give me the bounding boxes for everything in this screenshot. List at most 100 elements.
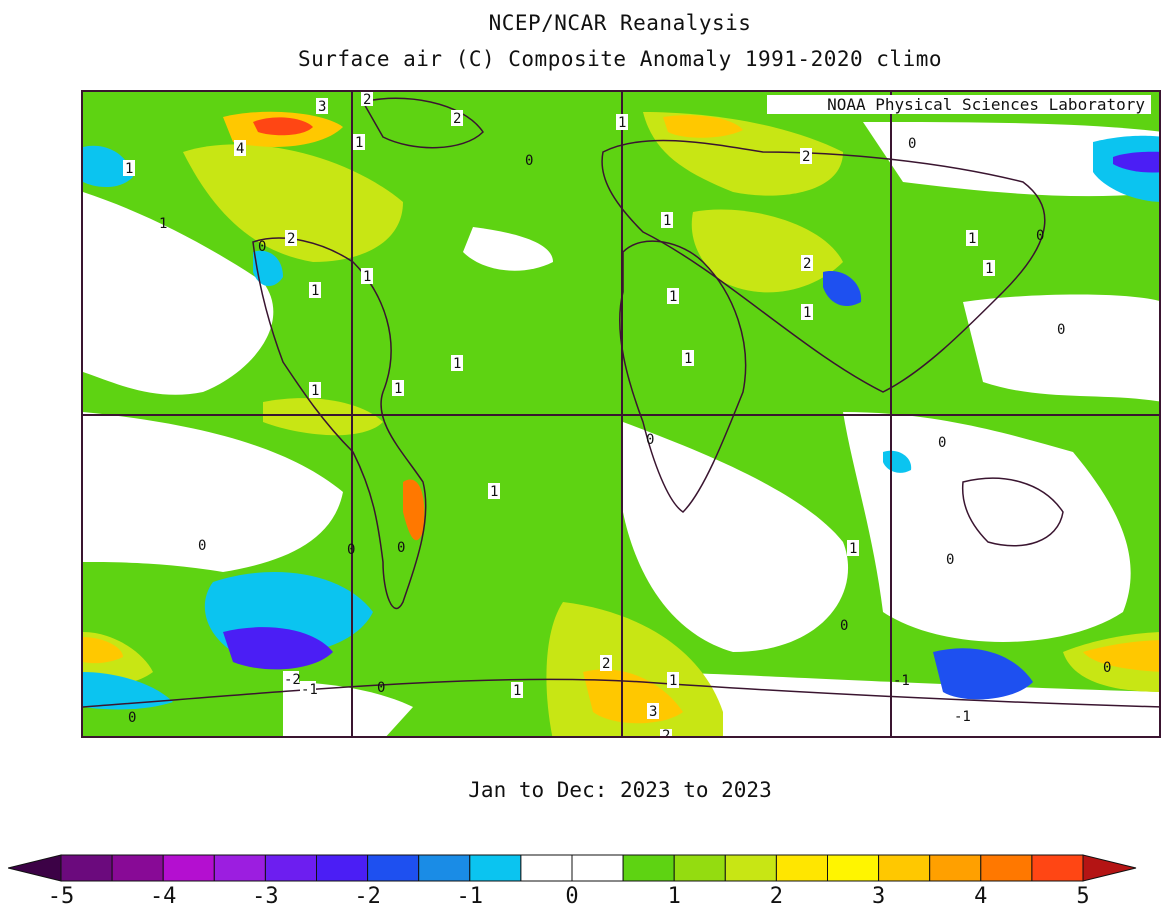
warm-anomaly-southeast-pacific (1083, 640, 1159, 672)
label-box (285, 230, 297, 246)
colorbar-swatch (316, 854, 369, 882)
colorbar-ticks: -5 -4 -3 -2 -1 0 1 2 3 4 5 (48, 884, 1090, 909)
contour-label: 1 (490, 484, 498, 500)
positive-zone-canada (183, 144, 403, 262)
australia-coastline (961, 477, 1064, 547)
colorbar-tick-label: 3 (872, 884, 885, 909)
positive-zone-antarctic-peninsula (546, 602, 723, 736)
label-box (600, 655, 612, 671)
contour-label: 0 (908, 136, 916, 152)
contour-label: 1 (453, 356, 461, 372)
contour-label: 0 (128, 710, 136, 726)
contour-label: 4 (236, 141, 244, 157)
contour-label: 0 (198, 538, 206, 554)
contour-label: 0 (525, 153, 533, 169)
americas-coastline (252, 237, 427, 610)
colorbar-swatch (827, 854, 880, 882)
credit-label: NOAA Physical Sciences Laboratory (767, 95, 1151, 114)
contour-label: 1 (669, 289, 677, 305)
label-box (123, 160, 135, 176)
neutral-zone-north-pacific (83, 192, 274, 395)
contour-label: 1 (311, 383, 319, 399)
contour-labels: 3 2 2 4 1 1 0 2 1 0 1 0 2 1 1 0 (123, 92, 1111, 736)
coastlines (83, 97, 1159, 708)
label-box (847, 540, 859, 556)
label-box (300, 681, 316, 697)
contour-label: 0 (946, 552, 954, 568)
label-box (361, 268, 373, 284)
colorbar-tick-label: 1 (668, 884, 681, 909)
colorbar-swatch (469, 854, 522, 882)
contour-label: 0 (938, 435, 946, 451)
label-box (801, 304, 813, 320)
contour-label: 1 (684, 351, 692, 367)
contour-label: -1 (893, 673, 910, 689)
label-box (953, 708, 969, 724)
label-box (667, 672, 679, 688)
colorbar: -5 -4 -3 -2 -1 0 1 2 3 4 5 (8, 854, 1137, 909)
strong-cold-anomaly-south-pacific (223, 627, 333, 670)
contour-label: 1 (394, 381, 402, 397)
contour-label: -2 (284, 672, 301, 688)
grid-lines (83, 92, 1159, 736)
contour-label: 2 (453, 111, 461, 127)
neutral-zone-south-pacific (83, 412, 343, 572)
colorbar-tick-label: -4 (150, 884, 177, 909)
colorbar-swatch (622, 854, 675, 882)
label-box (966, 230, 978, 246)
antarctica-coastline (83, 678, 1159, 708)
colorbar-tick-label: -3 (252, 884, 279, 909)
colorbar-tick-label: -1 (457, 884, 484, 909)
colorbar-swatch (980, 854, 1033, 882)
neutral-zone-south-atlantic (623, 422, 849, 652)
contour-label: 0 (397, 540, 405, 556)
contour-label: 0 (1036, 228, 1044, 244)
colorbar-swatch (162, 854, 215, 882)
contour-label: 1 (849, 541, 857, 557)
colorbar-tick-label: 0 (565, 884, 578, 909)
label-box (451, 110, 463, 126)
africa-coastline (619, 240, 747, 513)
colorbar-swatch (673, 854, 726, 882)
label-box (234, 140, 246, 156)
colorbar-over-triangle (1082, 854, 1137, 882)
hot-anomaly-canadian-arctic (253, 117, 313, 136)
colorbar-swatch (213, 854, 266, 882)
contour-label: 1 (159, 216, 167, 232)
cold-anomaly-western-us (253, 250, 283, 287)
colorbar-swatch (571, 854, 624, 882)
colorbar-tick-label: 2 (770, 884, 783, 909)
neutral-zone-indian-ocean (843, 412, 1131, 642)
colorbar-under-triangle (8, 854, 62, 882)
colorbar-tick-label: 5 (1076, 884, 1089, 909)
colorbar-swatch (367, 854, 420, 882)
colorbar-swatch (775, 854, 829, 882)
greenland-coastline (361, 97, 484, 149)
contour-label: 0 (377, 680, 385, 696)
label-box (661, 212, 673, 228)
contour-label: 0 (1057, 322, 1065, 338)
label-box (801, 255, 813, 271)
contour-label: 0 (646, 432, 654, 448)
strong-cold-anomaly-bering (1113, 151, 1159, 173)
label-box (511, 682, 523, 698)
label-box (361, 92, 373, 106)
label-box (309, 282, 321, 298)
contour-label: 2 (802, 149, 810, 165)
label-box (983, 260, 995, 276)
colorbar-tick-label: 4 (974, 884, 987, 909)
colorbar-swatch (520, 854, 573, 882)
label-box (488, 483, 500, 499)
date-range-caption: Jan to Dec: 2023 to 2023 (468, 778, 772, 802)
contour-label: 2 (363, 92, 371, 108)
contour-label: 3 (649, 704, 657, 720)
label-box (682, 350, 694, 366)
contour-label: 0 (258, 239, 266, 255)
anomaly-map-svg: 3 2 2 4 1 1 0 2 1 0 1 0 2 1 1 0 (83, 92, 1159, 736)
contour-label: 1 (618, 115, 626, 131)
colorbar-tick-label: -2 (354, 884, 381, 909)
contour-label: 1 (513, 683, 521, 699)
chart-title: NCEP/NCAR Reanalysis (488, 11, 752, 35)
cold-anomaly-north-pacific (83, 145, 133, 187)
contour-label: 1 (985, 261, 993, 277)
